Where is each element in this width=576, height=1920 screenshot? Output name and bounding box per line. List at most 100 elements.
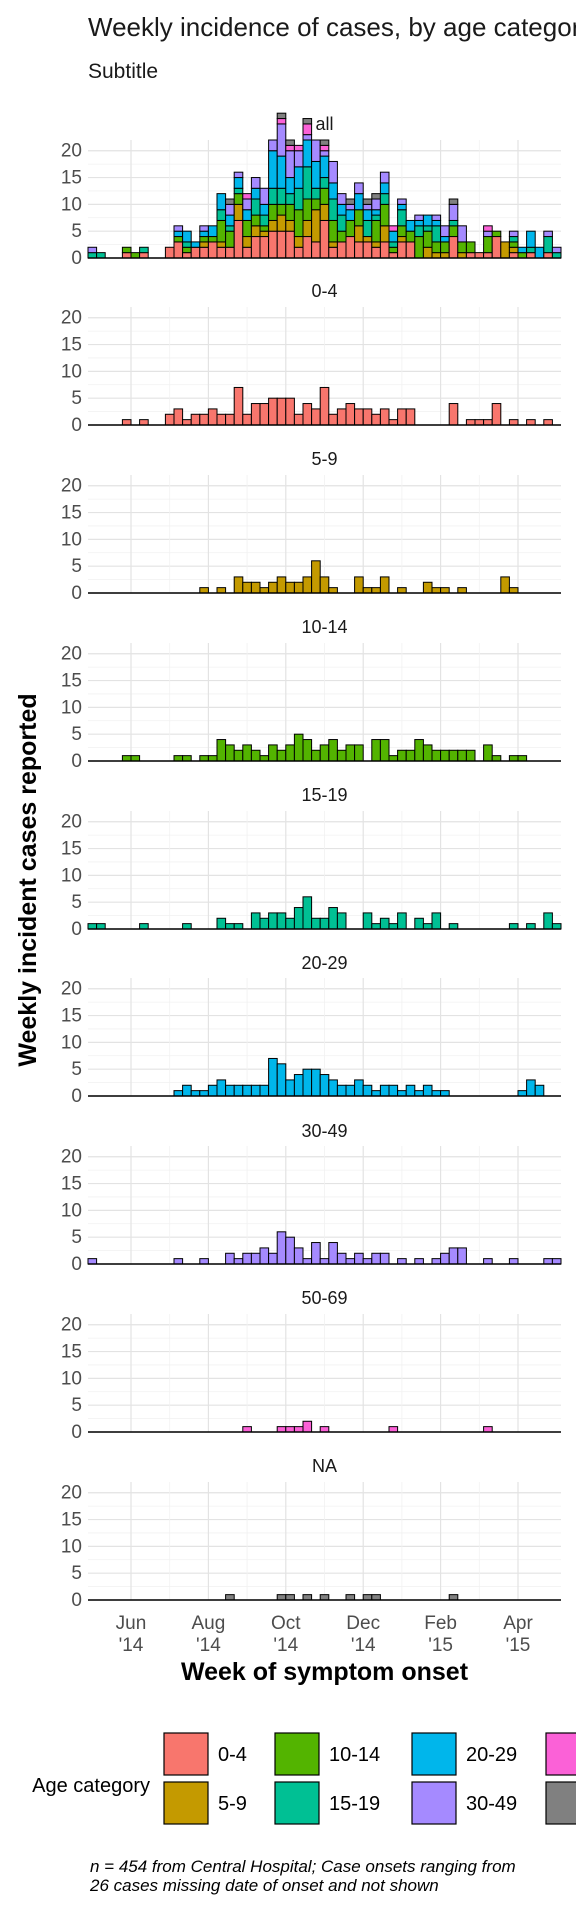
bar-all-5-9 xyxy=(362,236,373,243)
bar-50-69 xyxy=(276,1426,287,1433)
bar-50-69 xyxy=(285,1426,295,1433)
bar-all-20-29 xyxy=(293,166,304,189)
y-tick-label: 5 xyxy=(71,1059,82,1080)
bar-all-10-14 xyxy=(440,241,450,254)
bar-all-50-69 xyxy=(276,118,287,125)
bar-5-9 xyxy=(362,587,373,594)
bar-15-19 xyxy=(362,912,373,930)
bar-all-15-19 xyxy=(276,187,287,205)
bar-all-15-19 xyxy=(431,225,442,243)
facet-title-50-69: 50-69 xyxy=(301,1288,347,1308)
y-tick-label: 0 xyxy=(71,1254,82,1275)
bar-all-NA xyxy=(371,193,381,200)
bar-all-20-29 xyxy=(336,203,347,216)
bar-5-9 xyxy=(250,581,261,594)
bar-all-20-29 xyxy=(311,160,321,189)
bar-all-0-4 xyxy=(474,252,485,259)
y-tick-label: 0 xyxy=(71,1422,82,1443)
bar-all-20-29 xyxy=(328,182,338,200)
x-tick-label: Oct xyxy=(271,1613,301,1634)
bar-all-5-9 xyxy=(457,252,467,259)
bar-all-20-29 xyxy=(534,246,545,259)
bar-all-0-4 xyxy=(379,241,390,259)
bar-NA xyxy=(448,1594,459,1601)
bar-20-29 xyxy=(173,1090,184,1097)
bar-5-9 xyxy=(199,587,209,594)
bar-10-14 xyxy=(285,744,295,762)
bar-5-9 xyxy=(354,576,364,594)
bar-all-10-14 xyxy=(199,236,209,243)
bar-0-4 xyxy=(405,408,416,426)
y-tick-label: 0 xyxy=(71,1590,82,1611)
bar-0-4 xyxy=(483,419,493,426)
bar-all-10-14 xyxy=(268,203,278,221)
bar-10-14 xyxy=(345,744,356,762)
bar-0-4 xyxy=(474,419,485,426)
bar-all-10-14 xyxy=(250,214,261,227)
bar-all-15-19 xyxy=(285,193,295,205)
bar-10-14 xyxy=(173,755,184,762)
bar-0-4 xyxy=(190,413,201,426)
bar-20-29 xyxy=(362,1084,373,1097)
bar-20-29 xyxy=(225,1084,235,1097)
bar-all-0-4 xyxy=(311,241,321,259)
chart-title: Weekly incidence of cases, by age catego… xyxy=(88,12,576,42)
bar-10-14 xyxy=(422,744,433,762)
bar-0-4 xyxy=(207,408,218,426)
bar-10-14 xyxy=(328,739,338,762)
bar-all-15-19 xyxy=(371,214,381,221)
bar-20-29 xyxy=(414,1090,424,1097)
bar-0-4 xyxy=(397,408,407,426)
bar-0-4 xyxy=(526,419,536,426)
bar-all-10-14 xyxy=(414,236,424,259)
bar-10-14 xyxy=(388,755,399,762)
bar-15-19 xyxy=(328,907,338,930)
bar-15-19 xyxy=(139,923,149,930)
bar-20-29 xyxy=(276,1063,287,1097)
bar-all-NA xyxy=(319,139,330,146)
bar-15-19 xyxy=(388,923,399,930)
bar-all-5-9 xyxy=(242,236,252,248)
bar-15-19 xyxy=(182,923,192,930)
bar-all-30-49 xyxy=(276,123,287,157)
facet-title-NA: NA xyxy=(312,1456,337,1476)
bar-20-29 xyxy=(311,1068,321,1097)
bar-15-19 xyxy=(397,912,407,930)
bar-15-19 xyxy=(311,917,321,930)
bar-all-15-19 xyxy=(302,166,313,200)
bar-50-69 xyxy=(388,1426,399,1433)
legend-swatch-30-49 xyxy=(411,1781,457,1825)
bar-5-9 xyxy=(508,587,519,594)
bar-all-15-19 xyxy=(551,252,562,259)
bar-10-14 xyxy=(276,749,287,762)
y-tick-label: 0 xyxy=(71,919,82,940)
bar-all-10-14 xyxy=(259,225,270,232)
bar-all-5-9 xyxy=(285,219,295,232)
bar-0-4 xyxy=(242,413,252,426)
bar-30-49 xyxy=(543,1258,553,1265)
bar-30-49 xyxy=(371,1252,381,1265)
bar-all-20-29 xyxy=(354,193,364,211)
bar-all-0-4 xyxy=(362,241,373,259)
bar-0-4 xyxy=(182,419,192,426)
bar-all-NA xyxy=(302,118,313,125)
bar-15-19 xyxy=(268,912,278,930)
y-tick-label: 5 xyxy=(71,221,82,242)
bar-all-15-19 xyxy=(388,241,399,248)
bar-all-30-49 xyxy=(259,187,270,205)
bar-0-4 xyxy=(354,408,364,426)
bar-all-30-49 xyxy=(371,198,381,211)
y-tick-label: 0 xyxy=(71,583,82,604)
bar-all-30-49 xyxy=(268,139,278,152)
caption-line: n = 454 from Central Hospital; Case onse… xyxy=(90,1857,516,1876)
bar-30-49 xyxy=(87,1258,98,1265)
bar-all-0-4 xyxy=(354,241,364,259)
bar-all-15-19 xyxy=(397,209,407,227)
bar-all-10-14 xyxy=(431,241,442,254)
y-tick-label: 5 xyxy=(71,1395,82,1416)
bar-all-20-29 xyxy=(285,177,295,195)
bar-30-49 xyxy=(362,1258,373,1265)
bar-all-20-29 xyxy=(526,230,536,248)
bar-all-5-9 xyxy=(397,236,407,243)
bar-NA xyxy=(319,1594,330,1601)
